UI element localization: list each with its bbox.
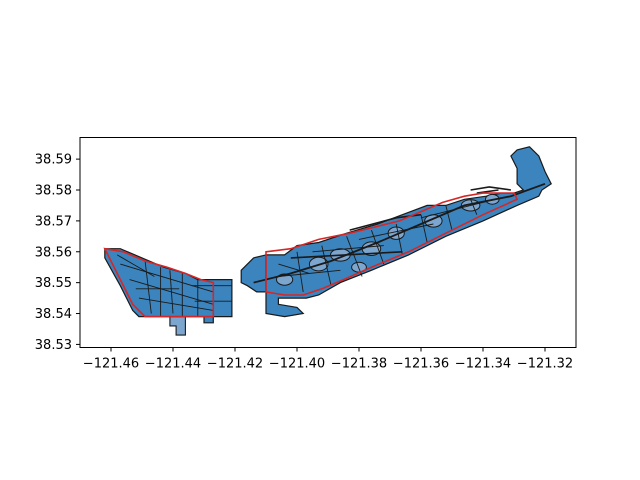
east-street-3 bbox=[321, 245, 332, 286]
x-tick-label-8: −121.32 bbox=[517, 357, 573, 372]
road-line-3 bbox=[470, 186, 512, 191]
highway-line bbox=[253, 182, 546, 284]
x-tick-label-6: −121.36 bbox=[393, 357, 449, 372]
x-tick-label-1: −121.46 bbox=[83, 357, 139, 372]
east-outline bbox=[265, 192, 519, 296]
y-tick-label-6: 38.58 bbox=[35, 184, 72, 199]
east-west-tab-area bbox=[240, 254, 267, 293]
road-line-4 bbox=[476, 189, 499, 194]
east-street-9 bbox=[470, 199, 478, 215]
east-street-10 bbox=[278, 269, 341, 277]
east-street-12 bbox=[358, 223, 434, 240]
ticks-layer: −121.46 −121.44 −121.42 −121.40 −121.38 −121.… bbox=[35, 153, 573, 372]
x-tick-label-2: −121.44 bbox=[145, 357, 201, 372]
east-street-1 bbox=[278, 263, 310, 274]
west-street-8 bbox=[169, 270, 174, 314]
east-street-7 bbox=[420, 214, 428, 243]
x-tick-label-3: −121.42 bbox=[207, 357, 263, 372]
y-tick-label-7: 38.59 bbox=[35, 153, 72, 168]
west-outline bbox=[103, 247, 215, 318]
x-tick-label-5: −121.38 bbox=[331, 357, 387, 372]
east-street-8 bbox=[445, 205, 453, 231]
west-south-extension-area bbox=[169, 316, 186, 336]
west-street-3 bbox=[138, 297, 214, 311]
y-tick-label-4: 38.56 bbox=[35, 245, 72, 260]
road-line-1 bbox=[290, 251, 403, 259]
east-street-11 bbox=[312, 245, 384, 253]
east-street-5 bbox=[370, 229, 385, 265]
east-region-area bbox=[265, 146, 552, 318]
x-tick-label-7: −121.34 bbox=[455, 357, 511, 372]
east-street-2 bbox=[296, 251, 304, 292]
map-layer bbox=[103, 146, 552, 336]
y-tick-label-5: 38.57 bbox=[35, 214, 72, 229]
y-tick-label-2: 38.54 bbox=[35, 307, 72, 322]
y-tick-label-1: 38.53 bbox=[35, 338, 72, 353]
west-street-9 bbox=[116, 254, 155, 277]
x-tick-label-4: −121.40 bbox=[269, 357, 325, 372]
east-street-4 bbox=[346, 236, 363, 277]
y-tick-label-3: 38.55 bbox=[35, 276, 72, 291]
east-street-6 bbox=[395, 223, 403, 255]
axes-frame bbox=[79, 137, 577, 348]
west-street-7 bbox=[144, 260, 152, 314]
